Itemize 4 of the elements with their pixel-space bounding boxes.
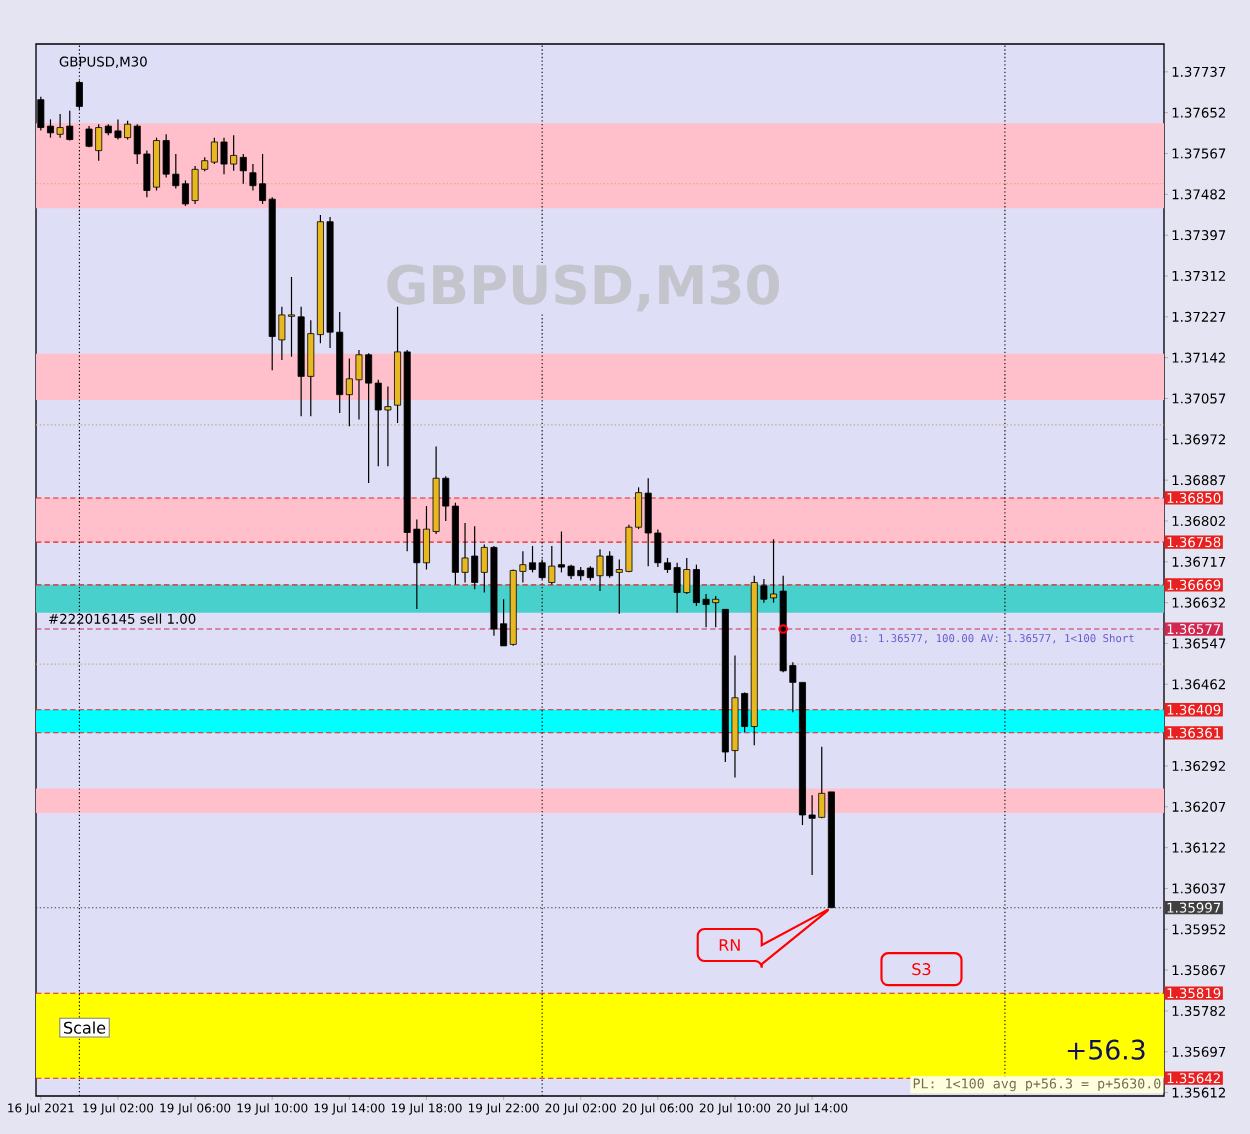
annotation: +56.3 <box>1067 1039 1145 1060</box>
annotation: S3 <box>912 963 931 976</box>
annotation: RN <box>719 939 740 951</box>
annotation: Scale <box>64 1021 106 1034</box>
